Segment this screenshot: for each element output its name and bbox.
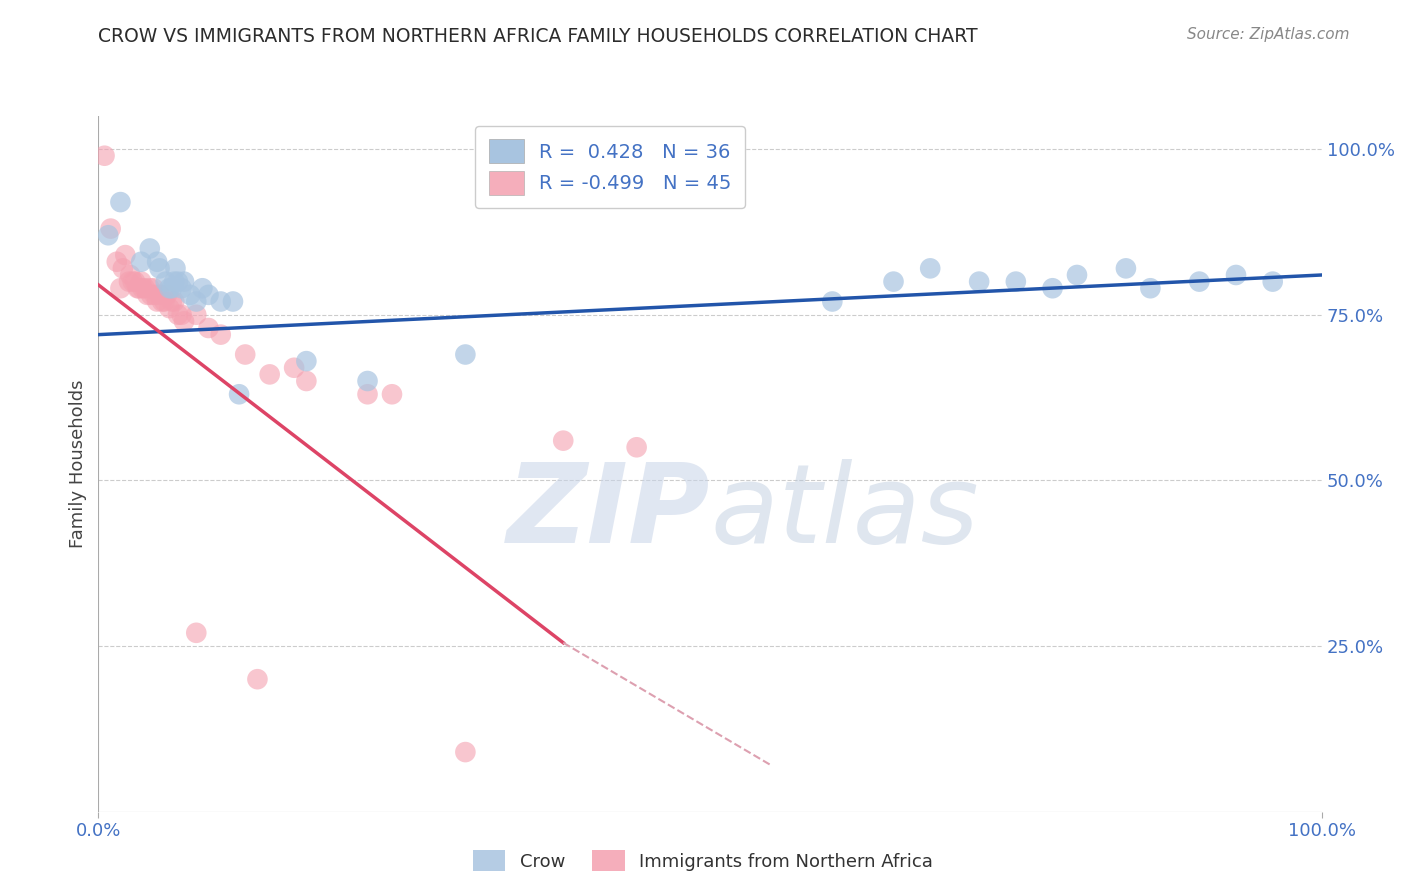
Text: Source: ZipAtlas.com: Source: ZipAtlas.com xyxy=(1187,27,1350,42)
Point xyxy=(381,387,404,401)
Text: CROW VS IMMIGRANTS FROM NORTHERN AFRICA FAMILY HOUSEHOLDS CORRELATION CHART: CROW VS IMMIGRANTS FROM NORTHERN AFRICA … xyxy=(98,27,979,45)
Point xyxy=(170,308,193,322)
Point xyxy=(295,374,318,388)
Point xyxy=(93,149,115,163)
Point xyxy=(160,294,183,309)
Point xyxy=(186,308,208,322)
Point xyxy=(209,327,232,342)
Legend: Crow, Immigrants from Northern Africa: Crow, Immigrants from Northern Africa xyxy=(465,843,941,879)
Point xyxy=(118,275,141,289)
Point xyxy=(967,275,990,289)
Point xyxy=(105,254,128,268)
Point xyxy=(146,294,169,309)
Text: atlas: atlas xyxy=(710,459,979,566)
Point xyxy=(1188,275,1211,289)
Point xyxy=(1042,281,1064,295)
Point xyxy=(356,387,378,401)
Point xyxy=(120,268,142,282)
Point xyxy=(160,281,183,295)
Point xyxy=(100,221,122,235)
Point xyxy=(1225,268,1247,282)
Legend: R =  0.428   N = 36, R = -0.499   N = 45: R = 0.428 N = 36, R = -0.499 N = 45 xyxy=(475,126,745,208)
Point xyxy=(454,347,477,361)
Point xyxy=(553,434,575,448)
Point xyxy=(136,288,159,302)
Point xyxy=(165,261,187,276)
Point xyxy=(150,294,173,309)
Point xyxy=(233,347,256,361)
Point xyxy=(97,228,120,243)
Point xyxy=(155,275,177,289)
Point xyxy=(157,301,180,315)
Point xyxy=(222,294,245,309)
Point xyxy=(197,321,219,335)
Point xyxy=(186,625,208,640)
Point xyxy=(139,281,162,295)
Point xyxy=(114,248,136,262)
Point xyxy=(626,440,648,454)
Point xyxy=(209,294,232,309)
Point xyxy=(143,288,166,302)
Point xyxy=(124,275,146,289)
Point xyxy=(179,288,201,302)
Point xyxy=(167,275,190,289)
Point xyxy=(149,288,172,302)
Point xyxy=(1139,281,1161,295)
Point xyxy=(173,275,195,289)
Point xyxy=(142,281,165,295)
Point xyxy=(259,368,281,382)
Point xyxy=(1066,268,1088,282)
Point xyxy=(1115,261,1137,276)
Point xyxy=(149,261,172,276)
Point xyxy=(228,387,250,401)
Point xyxy=(295,354,318,368)
Point xyxy=(110,281,132,295)
Point xyxy=(128,281,150,295)
Point xyxy=(883,275,905,289)
Point xyxy=(129,254,152,268)
Point xyxy=(454,745,477,759)
Point xyxy=(139,242,162,256)
Point xyxy=(153,294,176,309)
Point xyxy=(129,275,152,289)
Point xyxy=(821,294,844,309)
Point xyxy=(283,360,305,375)
Point xyxy=(1261,275,1284,289)
Point xyxy=(127,281,149,295)
Y-axis label: Family Households: Family Households xyxy=(69,380,87,548)
Point xyxy=(156,288,179,302)
Point xyxy=(157,281,180,295)
Point xyxy=(163,294,186,309)
Point xyxy=(111,261,134,276)
Point xyxy=(139,288,162,302)
Point xyxy=(920,261,942,276)
Point xyxy=(197,288,219,302)
Text: ZIP: ZIP xyxy=(506,459,710,566)
Point xyxy=(170,281,193,295)
Point xyxy=(110,195,132,210)
Point xyxy=(191,281,214,295)
Point xyxy=(167,308,190,322)
Point xyxy=(134,281,156,295)
Point xyxy=(163,275,186,289)
Point xyxy=(1004,275,1026,289)
Point xyxy=(131,281,153,295)
Point xyxy=(146,254,169,268)
Point xyxy=(121,275,143,289)
Point xyxy=(356,374,378,388)
Point xyxy=(186,294,208,309)
Point xyxy=(173,314,195,328)
Point xyxy=(246,672,269,686)
